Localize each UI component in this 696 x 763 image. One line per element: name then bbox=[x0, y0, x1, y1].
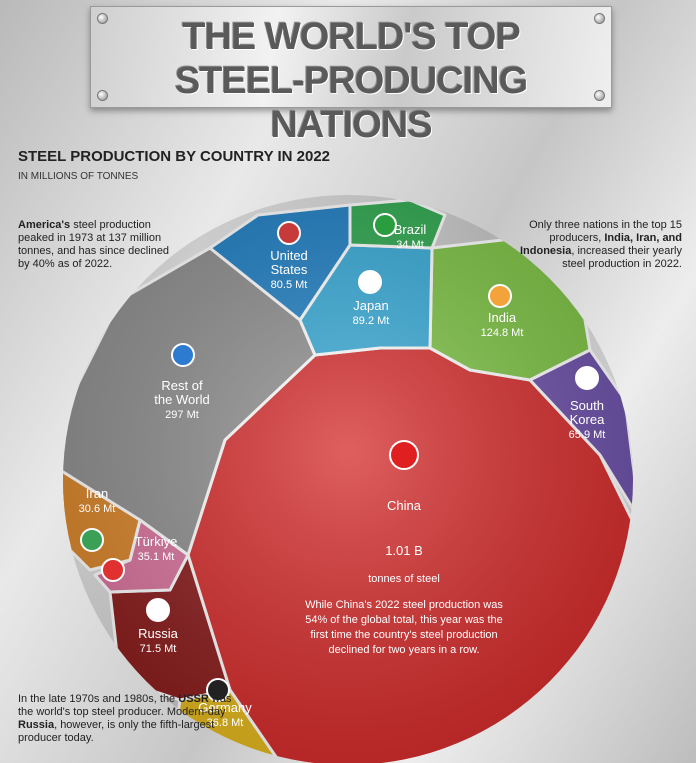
screw-icon bbox=[97, 13, 108, 24]
label-united-states-value: 80.5 Mt bbox=[271, 279, 308, 291]
chart-subtitle: STEEL PRODUCTION BY COUNTRY IN 2022 bbox=[18, 148, 331, 165]
label-russia-name-0: Russia bbox=[138, 626, 179, 641]
label-south-korea-name-0: South bbox=[570, 398, 604, 413]
germany-flag-icon bbox=[206, 678, 230, 702]
south-korea-flag-icon bbox=[575, 366, 599, 390]
unit-note: IN MILLIONS OF TONNES bbox=[18, 171, 139, 182]
screw-icon bbox=[594, 90, 605, 101]
label-brazil-value: 34 Mt bbox=[396, 239, 424, 251]
note-us: America's steel production peaked in 197… bbox=[18, 219, 178, 271]
label-russia-value: 71.5 Mt bbox=[140, 643, 177, 655]
note-russia-bold1: USSR bbox=[178, 693, 209, 705]
china-flag-icon bbox=[389, 440, 419, 470]
label-china-unit: tonnes of steel bbox=[368, 573, 440, 585]
note-russia: In the late 1970s and 1980s, the USSR wa… bbox=[18, 693, 233, 745]
china-note-line-2: first time the country's steel productio… bbox=[310, 629, 497, 641]
title-line-1: THE WORLD'S TOP bbox=[182, 16, 520, 58]
label-china-name: China bbox=[387, 498, 422, 513]
label-rest-of-the-world-value: 297 Mt bbox=[165, 409, 199, 421]
note-russia-text2: was the world's top steel producer. Mode… bbox=[18, 693, 232, 718]
label-japan-name-0: Japan bbox=[353, 298, 388, 313]
label-germany-name-0: Germany bbox=[198, 700, 252, 715]
label-china-value: 1.01 B bbox=[385, 543, 423, 558]
china-note-line-0: While China's 2022 steel production was bbox=[305, 599, 503, 611]
note-growth: Only three nations in the top 15 produce… bbox=[500, 219, 682, 271]
title-plate: THE WORLD'S TOP STEEL-PRODUCING NATIONS bbox=[90, 6, 612, 146]
iran-flag-icon bbox=[80, 528, 104, 552]
label-brazil-name-0: Brazil bbox=[394, 222, 427, 237]
turkey-flag-icon bbox=[101, 558, 125, 582]
label-t-rkiye-value: 35.1 Mt bbox=[138, 551, 175, 563]
label-rest-of-the-world-name-0: Rest of bbox=[161, 378, 203, 393]
china-note-line-3: declined for two years in a row. bbox=[328, 644, 479, 656]
label-iran-value: 30.6 Mt bbox=[79, 503, 116, 515]
note-russia-text3: , however, is only the fifth-largest pro… bbox=[18, 719, 215, 744]
label-japan-value: 89.2 Mt bbox=[353, 315, 390, 327]
note-russia-bold2: Russia bbox=[18, 719, 55, 731]
label-india-value: 124.8 Mt bbox=[481, 327, 524, 339]
screw-icon bbox=[594, 13, 605, 24]
note-growth-text2: , increased their yearly steel productio… bbox=[562, 245, 682, 270]
note-us-bold: America's bbox=[18, 219, 71, 231]
label-united-states-name-0: United bbox=[270, 248, 308, 263]
note-russia-text1: In the late 1970s and 1980s, the bbox=[18, 693, 179, 705]
label-united-states-name-1: States bbox=[271, 262, 308, 277]
china-note-line-1: 54% of the global total, this year was t… bbox=[305, 614, 503, 626]
globe-icon bbox=[171, 343, 195, 367]
title-line-2: STEEL-PRODUCING NATIONS bbox=[174, 60, 528, 146]
label-rest-of-the-world-name-1: the World bbox=[154, 392, 209, 407]
russia-flag-icon bbox=[146, 598, 170, 622]
note-us-text: steel production peaked in 1973 at 137 m… bbox=[18, 219, 170, 270]
label-germany-value: 36.8 Mt bbox=[207, 717, 244, 729]
label-south-korea-value: 65.9 Mt bbox=[569, 429, 606, 441]
label-india-name-0: India bbox=[488, 310, 517, 325]
india-flag-icon bbox=[488, 284, 512, 308]
note-growth-bold: India, Iran, and Indonesia bbox=[519, 232, 682, 257]
note-growth-text1: Only three nations in the top 15 produce… bbox=[529, 219, 682, 244]
label-iran-name-0: Iran bbox=[86, 486, 108, 501]
label-south-korea-name-1: Korea bbox=[570, 412, 605, 427]
label-t-rkiye-name-0: Türkiye bbox=[135, 534, 178, 549]
japan-flag-icon bbox=[358, 270, 382, 294]
brazil-flag-icon bbox=[373, 213, 397, 237]
screw-icon bbox=[97, 90, 108, 101]
us-flag-icon bbox=[277, 221, 301, 245]
